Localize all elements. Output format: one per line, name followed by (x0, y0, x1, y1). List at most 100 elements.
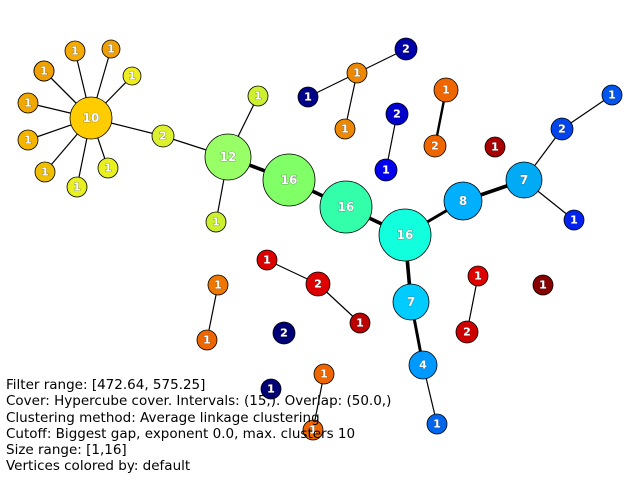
graph-node-label: 1 (353, 67, 361, 80)
graph-node-circle (455, 320, 479, 344)
graph-node-label: 1 (71, 45, 79, 58)
graph-node-label: 1 (203, 334, 211, 347)
info-vertex-coloring: Vertices colored by: default (6, 458, 191, 475)
graph-node-label: 1 (214, 279, 222, 292)
graph-node-label: 4 (419, 359, 427, 372)
info-cover: Cover: Hypercube cover. Intervals: (15,)… (6, 393, 392, 410)
graph-node-circle (272, 321, 296, 345)
graph-node: 2 (423, 134, 447, 158)
graph-node-label: 16 (281, 173, 298, 187)
graph-node: 1 (563, 209, 585, 231)
graph-node: 16 (378, 208, 432, 262)
graph-node-label: 1 (433, 418, 441, 431)
graph-info-panel: Filter range: [472.64, 575.25] Cover: Hy… (6, 377, 391, 475)
graph-node: 10 (69, 96, 113, 140)
graph-node-label: 1 (320, 368, 328, 381)
graph-node-circle (297, 86, 319, 108)
graph-node: 1 (260, 378, 282, 400)
graph-node: 1 (66, 176, 88, 198)
graph-node: 1 (426, 413, 448, 435)
graph-node: 4 (408, 350, 438, 380)
graph-node-label: 2 (431, 140, 439, 153)
graph-node-circle (550, 117, 574, 141)
graph-node-circle (151, 124, 175, 148)
graph-node-label: 1 (304, 91, 312, 104)
graph-node: 1 (297, 86, 319, 108)
graph-node-label: 1 (107, 43, 115, 56)
info-cutoff: Cutoff: Biggest gap, exponent 0.0, max. … (6, 425, 356, 442)
graph-node: 1 (17, 129, 39, 151)
graph-node: 7 (505, 161, 543, 199)
graph-node: 1 (374, 158, 398, 182)
graph-node: 16 (319, 180, 373, 234)
graph-node-circle (247, 85, 269, 107)
graph-node-label: 8 (459, 194, 467, 208)
graph-node-circle (302, 419, 324, 441)
graph-node-circle (97, 157, 119, 179)
graph-node: 1 (433, 77, 459, 103)
graph-node-label: 1 (442, 84, 450, 97)
graph-node: 1 (532, 274, 554, 296)
graph-node: 1 (101, 39, 121, 59)
graph-node-label: 1 (40, 65, 48, 78)
graph-node: 2 (550, 117, 574, 141)
graph-node-circle (205, 211, 227, 233)
graph-node: 16 (262, 153, 316, 207)
graph-node: 1 (256, 249, 278, 271)
graph-node: 1 (196, 329, 218, 351)
graph-node: 1 (484, 136, 506, 158)
graph-node-circle (385, 102, 409, 126)
graph-node-label: 1 (341, 123, 349, 136)
graph-node-label: 1 (356, 317, 364, 330)
graph-node-circle (374, 158, 398, 182)
graph-node-circle (484, 136, 506, 158)
graph-node: 2 (151, 124, 175, 148)
graph-node-circle (433, 77, 459, 103)
graph-node: 1 (97, 157, 119, 179)
graph-node-label: 7 (407, 295, 415, 309)
graph-node-label: 1 (73, 181, 81, 194)
graph-node-circle (349, 312, 371, 334)
graph-node-label: 2 (393, 108, 401, 121)
graph-node: 1 (334, 118, 356, 140)
graph-node-circle (66, 176, 88, 198)
graph-node-circle (423, 134, 447, 158)
graph-node: 1 (247, 85, 269, 107)
graph-node: 1 (313, 363, 335, 385)
graph-node-label: 1 (41, 166, 49, 179)
graph-node-label: 12 (220, 150, 237, 164)
graph-node: 12 (204, 133, 252, 181)
graph-nodes: 1011111111112121116161687121741211121121… (17, 37, 623, 441)
graph-node-label: 1 (24, 97, 32, 110)
graph-node-circle (260, 378, 282, 400)
graph-node-circle (378, 208, 432, 262)
graph-node-circle (305, 271, 331, 297)
graph-node-label: 1 (128, 70, 136, 83)
graph-node-label: 2 (558, 123, 566, 136)
graph-node-label: 1 (382, 164, 390, 177)
graph-node-circle (64, 40, 86, 62)
graph-node-label: 1 (539, 279, 547, 292)
graph-node: 2 (455, 320, 479, 344)
graph-node-label: 1 (263, 254, 271, 267)
graph-node-circle (334, 118, 356, 140)
graph-node-circle (346, 62, 368, 84)
info-size-range: Size range: [1,16] (6, 442, 127, 459)
graph-node: 1 (34, 161, 56, 183)
graph-node-label: 1 (267, 383, 275, 396)
graph-node: 1 (467, 265, 489, 287)
graph-node-circle (408, 350, 438, 380)
info-filter-range: Filter range: [472.64, 575.25] (6, 377, 206, 393)
graph-node-label: 2 (280, 327, 288, 340)
graph-node: 1 (349, 312, 371, 334)
graph-node-circle (33, 60, 55, 82)
graph-node-circle (196, 329, 218, 351)
graph-node-circle (207, 274, 229, 296)
graph-node-circle (69, 96, 113, 140)
graph-node-circle (17, 92, 39, 114)
graph-node-label: 16 (338, 200, 355, 214)
graph-node-label: 2 (463, 326, 471, 339)
graph-node-circle (262, 153, 316, 207)
graph-node: 2 (305, 271, 331, 297)
